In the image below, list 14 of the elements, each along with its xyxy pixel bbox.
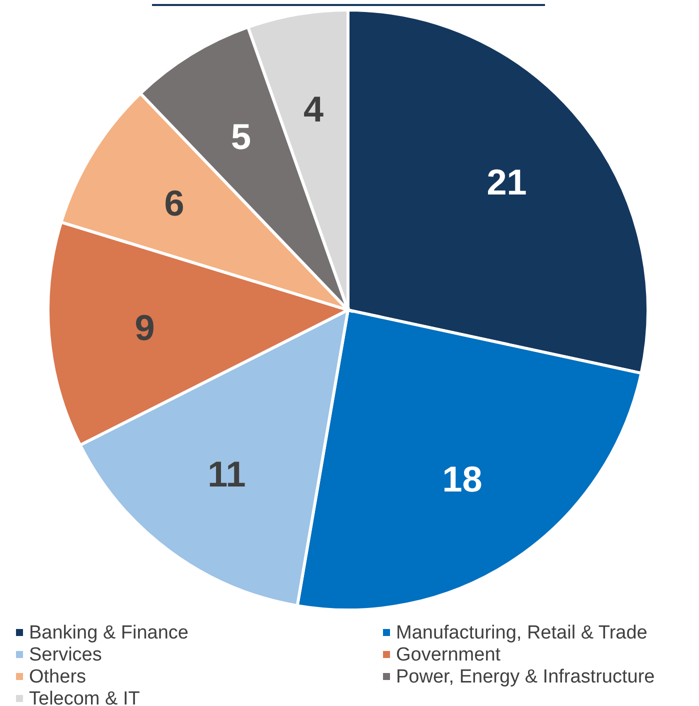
data-label: 5 [231,116,252,157]
data-label: 11 [208,454,246,495]
legend-label: Services [29,644,102,666]
data-label: 9 [134,306,155,348]
legend-label: Power, Energy & Infrastructure [396,666,655,688]
data-label: 21 [486,161,527,202]
legend-label: Telecom & IT [29,688,140,706]
legend-label: Government [396,644,502,666]
data-label: 4 [304,88,324,130]
data-label: 6 [164,182,184,224]
data-label: 18 [442,458,482,500]
legend-label: Manufacturing, Retail & Trade [396,622,648,644]
legend-label: Others [29,666,86,688]
legend-label: Banking & Finance [29,622,188,644]
